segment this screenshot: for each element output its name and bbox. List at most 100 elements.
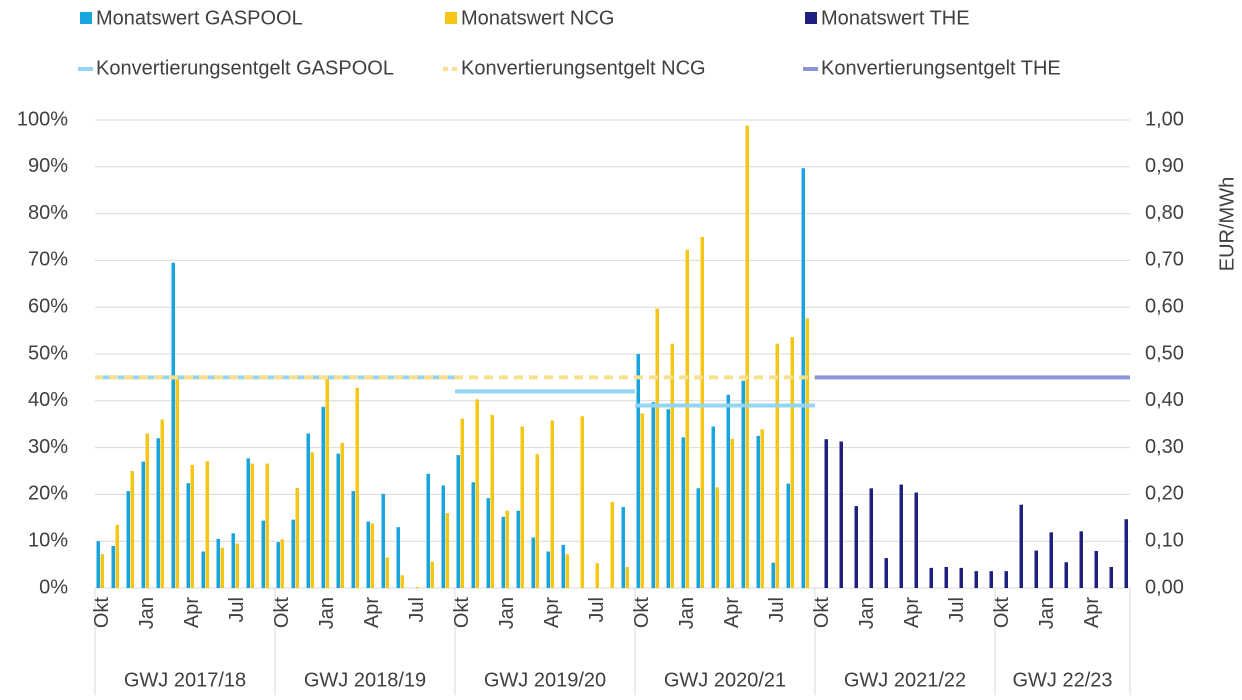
bar	[145, 433, 149, 588]
bar	[914, 492, 918, 588]
y2-tick-label: 0,90	[1145, 155, 1184, 177]
bar	[696, 488, 700, 588]
bar	[839, 441, 843, 588]
bar	[415, 587, 419, 588]
bar	[1109, 566, 1113, 588]
bar	[426, 473, 430, 588]
bar	[460, 418, 464, 588]
bar	[655, 308, 659, 588]
bar	[1064, 562, 1068, 588]
x-tick-label: Okt	[91, 597, 113, 629]
bar	[250, 463, 254, 588]
bar	[126, 491, 130, 588]
bar	[400, 575, 404, 588]
bar	[325, 377, 329, 588]
y-tick-label: 0%	[39, 576, 68, 598]
bar	[291, 519, 295, 588]
bar	[516, 510, 520, 588]
x-tick-label: Jul	[586, 597, 608, 623]
bar	[100, 554, 104, 588]
bar	[775, 343, 779, 588]
bar	[730, 438, 734, 588]
legend-label: Konvertierungsentgelt THE	[821, 57, 1061, 79]
bar	[621, 507, 625, 588]
bar	[280, 539, 284, 588]
bar	[786, 483, 790, 588]
bar	[790, 337, 794, 588]
bar	[1004, 571, 1008, 588]
bar	[235, 543, 239, 588]
bar	[505, 510, 509, 588]
bar	[1079, 531, 1083, 588]
group-label: GWJ 2017/18	[124, 669, 246, 691]
x-tick-label: Jan	[856, 597, 878, 629]
bar	[130, 471, 134, 588]
bar	[640, 413, 644, 588]
y-tick-label: 70%	[28, 249, 68, 271]
bar	[276, 542, 280, 588]
group-label: GWJ 2020/21	[664, 669, 786, 691]
legend-label: Monatswert THE	[821, 7, 970, 29]
bar	[595, 563, 599, 588]
bar	[115, 524, 119, 588]
bar	[336, 453, 340, 588]
bar	[531, 537, 535, 588]
bar	[610, 501, 614, 588]
group-label: GWJ 2021/22	[844, 669, 966, 691]
x-tick-label: Jul	[226, 597, 248, 623]
bar	[385, 557, 389, 588]
x-tick-label: Apr	[721, 597, 743, 628]
bar	[625, 566, 629, 588]
bar	[685, 249, 689, 589]
bar	[441, 485, 445, 588]
bar	[824, 439, 828, 588]
bar	[715, 487, 719, 588]
y-tick-label: 30%	[28, 436, 68, 458]
x-tick-label: Jan	[316, 597, 338, 629]
bar	[160, 419, 164, 588]
x-tick-label: Jan	[496, 597, 518, 629]
bar	[156, 438, 160, 588]
bar	[989, 571, 993, 588]
bar	[711, 426, 715, 588]
group-label: GWJ 2019/20	[484, 669, 606, 691]
bar	[670, 343, 674, 588]
bar	[929, 567, 933, 588]
bar	[355, 387, 359, 588]
bar	[745, 125, 749, 588]
bar	[231, 533, 235, 588]
bar	[216, 538, 220, 588]
group-label: GWJ 22/23	[1012, 669, 1112, 691]
legend-swatch	[80, 12, 92, 24]
bar	[681, 437, 685, 588]
bar	[366, 521, 370, 588]
bar	[456, 455, 460, 588]
y2-tick-label: 0,40	[1145, 389, 1184, 411]
bar	[756, 435, 760, 588]
bar	[550, 420, 554, 588]
bar	[561, 544, 565, 588]
y-tick-label: 60%	[28, 295, 68, 317]
bar	[1049, 532, 1053, 588]
legend-label: Monatswert NCG	[461, 7, 614, 29]
bar	[1019, 504, 1023, 588]
bar	[171, 262, 175, 588]
bar	[186, 483, 190, 588]
bar	[486, 498, 490, 588]
legend-label: Monatswert GASPOOL	[96, 7, 303, 29]
bar	[535, 454, 539, 588]
y2-tick-label: 0,70	[1145, 249, 1184, 271]
bar	[490, 414, 494, 588]
bar	[370, 523, 374, 588]
bar	[771, 562, 775, 588]
y2-tick-label: 0,10	[1145, 529, 1184, 551]
bar	[1094, 551, 1098, 588]
bar	[175, 377, 179, 588]
x-tick-label: Jul	[946, 597, 968, 623]
x-tick-label: Apr	[181, 597, 203, 628]
bar	[310, 452, 314, 588]
bar	[854, 506, 858, 588]
bar	[295, 487, 299, 588]
bar	[546, 551, 550, 588]
bar	[959, 567, 963, 588]
